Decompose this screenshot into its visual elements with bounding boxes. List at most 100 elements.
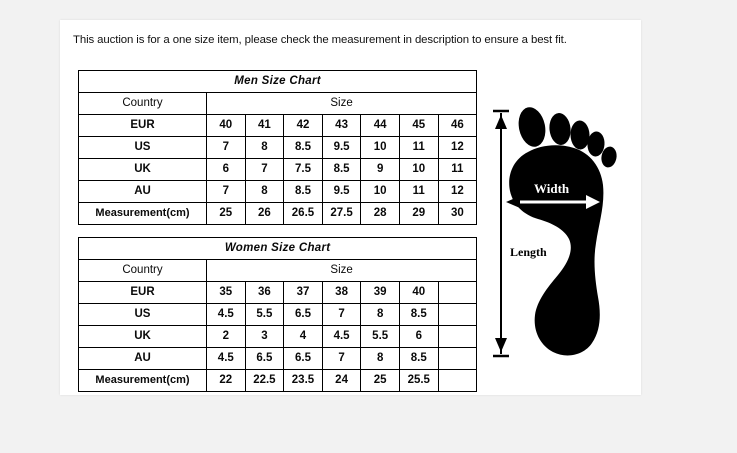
row-label-au: AU <box>78 347 207 370</box>
cell-value: 9 <box>360 158 400 181</box>
cell-value: 8 <box>244 180 285 203</box>
table-row: AU 7 8 8.5 9.5 10 11 12 <box>78 180 478 203</box>
cell-value: 6 <box>206 158 246 181</box>
cell-value: 8.5 <box>321 158 362 181</box>
cell-value: 9.5 <box>321 136 362 159</box>
width-label: Width <box>534 181 570 196</box>
table-row: AU 4.5 6.5 6.5 7 8 8.5 <box>78 347 478 370</box>
cell-value: 4.5 <box>206 347 246 370</box>
width-arrow-icon <box>506 195 600 209</box>
cell-value: 2 <box>206 325 246 348</box>
cell-value: 29 <box>398 202 439 225</box>
cell-value: 25 <box>206 202 246 225</box>
men-chart-title: Men Size Chart <box>77 70 478 93</box>
cell-value: 41 <box>244 114 285 137</box>
cell-value: 8.5 <box>283 136 323 159</box>
cell-value: 25 <box>360 369 400 392</box>
table-row: US 4.5 5.5 6.5 7 8 8.5 <box>78 303 478 326</box>
men-size-chart-table: Men Size Chart Country Size EUR 40 41 42… <box>77 70 478 225</box>
cell-value: 46 <box>437 114 478 137</box>
length-label: Length <box>510 245 547 259</box>
cell-value: 43 <box>321 114 362 137</box>
cell-value: 11 <box>398 180 439 203</box>
cell-value: 8.5 <box>398 303 439 326</box>
cell-value: 23.5 <box>283 369 323 392</box>
cell-value: 37 <box>283 281 323 304</box>
cell-value: 7 <box>244 158 285 181</box>
row-label-measurement: Measurement(cm) <box>78 202 207 225</box>
cell-value: 6.5 <box>283 347 323 370</box>
cell-value: 7 <box>206 136 246 159</box>
cell-value: 28 <box>360 202 400 225</box>
cell-value: 45 <box>398 114 439 137</box>
cell-value: 4.5 <box>321 325 362 348</box>
cell-value-empty <box>437 303 478 326</box>
row-label-us: US <box>78 303 207 326</box>
row-label-measurement: Measurement(cm) <box>78 369 207 392</box>
cell-value: 26 <box>244 202 285 225</box>
foot-silhouette-icon <box>509 107 617 356</box>
cell-value-empty <box>437 347 478 370</box>
cell-value: 36 <box>244 281 285 304</box>
table-row: Measurement(cm) 22 22.5 23.5 24 25 25.5 <box>78 369 478 392</box>
cell-value: 38 <box>321 281 362 304</box>
table-header-row: Country Size <box>78 92 478 115</box>
cell-value: 12 <box>437 136 478 159</box>
cell-value: 30 <box>437 202 478 225</box>
row-label-us: US <box>78 136 207 159</box>
table-row: US 7 8 8.5 9.5 10 11 12 <box>78 136 478 159</box>
table-row: EUR 35 36 37 38 39 40 <box>78 281 478 304</box>
header-size: Size <box>205 92 478 115</box>
cell-value: 7.5 <box>283 158 323 181</box>
cell-value: 8 <box>360 303 400 326</box>
cell-value: 4 <box>283 325 323 348</box>
header-size: Size <box>205 259 478 282</box>
cell-value: 9.5 <box>321 180 362 203</box>
cell-value: 6.5 <box>283 303 323 326</box>
cell-value: 7 <box>321 347 362 370</box>
table-header-row: Country Size <box>78 259 478 282</box>
cell-value: 6 <box>398 325 439 348</box>
cell-value: 12 <box>437 180 478 203</box>
row-label-eur: EUR <box>78 114 207 137</box>
header-country: Country <box>78 92 207 115</box>
row-label-au: AU <box>78 180 207 203</box>
cell-value: 10 <box>360 136 400 159</box>
table-row: EUR 40 41 42 43 44 45 46 <box>78 114 478 137</box>
cell-value: 4.5 <box>206 303 246 326</box>
cell-value-empty <box>437 281 478 304</box>
cell-value: 22 <box>206 369 246 392</box>
cell-value: 5.5 <box>244 303 285 326</box>
cell-value: 11 <box>398 136 439 159</box>
cell-value: 8 <box>360 347 400 370</box>
cell-value: 8.5 <box>283 180 323 203</box>
cell-value: 26.5 <box>283 202 323 225</box>
cell-value: 3 <box>244 325 285 348</box>
cell-value: 25.5 <box>398 369 439 392</box>
women-chart-title: Women Size Chart <box>77 237 478 260</box>
women-size-chart-table: Women Size Chart Country Size EUR 35 36 … <box>77 237 478 392</box>
foot-measurement-diagram: Length Width <box>490 105 640 370</box>
cell-value: 22.5 <box>244 369 285 392</box>
cell-value: 27.5 <box>321 202 362 225</box>
cell-value: 7 <box>321 303 362 326</box>
cell-value: 8.5 <box>398 347 439 370</box>
cell-value: 44 <box>360 114 400 137</box>
table-row: UK 2 3 4 4.5 5.5 6 <box>78 325 478 348</box>
cell-value: 35 <box>206 281 246 304</box>
cell-value: 8 <box>244 136 285 159</box>
cell-value: 7 <box>206 180 246 203</box>
length-arrow-icon <box>493 109 509 358</box>
cell-value: 5.5 <box>360 325 400 348</box>
cell-value: 10 <box>398 158 439 181</box>
table-title-row: Women Size Chart <box>77 237 478 260</box>
cell-value: 40 <box>398 281 439 304</box>
cell-value: 11 <box>437 158 478 181</box>
header-country: Country <box>78 259 207 282</box>
row-label-uk: UK <box>78 158 207 181</box>
cell-value: 42 <box>283 114 323 137</box>
cell-value-empty <box>437 369 478 392</box>
cell-value: 10 <box>360 180 400 203</box>
cell-value-empty <box>437 325 478 348</box>
